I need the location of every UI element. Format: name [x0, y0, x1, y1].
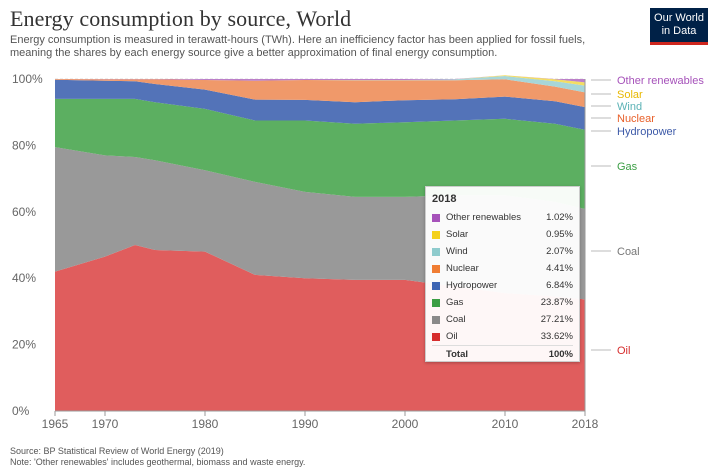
chart-subtitle: Energy consumption is measured in terawa… [10, 34, 586, 59]
tooltip-label: Hydropower [446, 280, 498, 291]
tooltip: 2018 Other renewables 1.02% Solar 0.95% Wind… [425, 186, 580, 362]
y-tick-label: 100% [12, 72, 43, 86]
x-tick-label: 1970 [92, 417, 119, 431]
tooltip-value: 27.21% [540, 314, 573, 325]
legend-label: Other renewables [617, 75, 704, 87]
tooltip-row: Wind 2.07% [432, 243, 573, 260]
legend-label: Hydropower [617, 126, 677, 138]
tooltip-label: Other renewables [446, 212, 521, 223]
area-gas [55, 98, 585, 209]
tooltip-value: 23.87% [540, 297, 573, 308]
tooltip-value: 0.95% [546, 229, 573, 240]
x-tick-label: 2018 [572, 417, 599, 431]
tooltip-label: Solar [446, 229, 469, 240]
logo-line-1: Our World [654, 12, 704, 24]
tooltip-row: Nuclear 4.41% [432, 260, 573, 277]
tooltip-value: 1.02% [546, 212, 573, 223]
legend-label: Nuclear [617, 113, 655, 125]
owid-logo[interactable]: Our World in Data [650, 8, 708, 45]
tooltip-total-spacer [432, 351, 440, 359]
tooltip-label: Nuclear [446, 263, 479, 274]
area-nuclear [55, 79, 585, 108]
y-tick-label: 40% [12, 271, 36, 285]
tooltip-swatch [432, 213, 440, 222]
logo-bar [650, 42, 708, 45]
tooltip-total-value: 100% [548, 349, 573, 360]
y-tick-label: 80% [12, 138, 36, 152]
legend-label: Wind [617, 101, 642, 113]
tooltip-row: Other renewables 1.02% [432, 209, 573, 226]
legend-label: Solar [617, 89, 643, 101]
tooltip-row: Oil 33.62% [432, 328, 573, 345]
x-axis: 1965 1970 1980 1990 2000 2010 2018 [42, 410, 599, 431]
tooltip-label: Gas [446, 297, 464, 308]
tooltip-swatch [432, 264, 440, 273]
tooltip-swatch [432, 298, 440, 307]
y-tick-label: 0% [12, 404, 30, 418]
source-note: Source: BP Statistical Review of World E… [10, 446, 224, 456]
x-tick-label: 1980 [192, 417, 219, 431]
legend: Other renewables SolarWindNuclearHydropow… [591, 75, 704, 357]
tooltip-total-row: Total 100% [432, 345, 573, 363]
tooltip-row: Solar 0.95% [432, 226, 573, 243]
tooltip-row: Gas 23.87% [432, 294, 573, 311]
tooltip-value: 4.41% [546, 263, 573, 274]
tooltip-year: 2018 [432, 193, 457, 205]
tooltip-label: Wind [446, 246, 468, 257]
x-tick-label: 2010 [492, 417, 519, 431]
area-wind [55, 76, 585, 93]
tooltip-value: 2.07% [546, 246, 573, 257]
footer: Source: BP Statistical Review of World E… [10, 446, 305, 468]
y-axis: 0% 20% 40% 60% 80% 100% [12, 72, 43, 418]
tooltip-swatch [432, 332, 440, 341]
tooltip-label: Oil [446, 331, 458, 342]
tooltip-value: 33.62% [540, 331, 573, 342]
y-tick-label: 20% [12, 338, 36, 352]
tooltip-value: 6.84% [546, 280, 573, 291]
tooltip-row: Hydropower 6.84% [432, 277, 573, 294]
tooltip-swatch [432, 247, 440, 256]
y-tick-label: 60% [12, 205, 36, 219]
tooltip-row: Coal 27.21% [432, 311, 573, 328]
footnote: Note: 'Other renewables' includes geothe… [10, 457, 306, 467]
legend-label: Gas [617, 161, 638, 173]
legend-label: Oil [617, 345, 630, 357]
tooltip-swatch [432, 230, 440, 239]
x-tick-label: 1965 [42, 417, 69, 431]
x-tick-label: 2000 [392, 417, 419, 431]
chart-title: Energy consumption by source, World [10, 6, 352, 31]
tooltip-total-label: Total [446, 349, 468, 360]
logo-line-2: in Data [661, 25, 697, 37]
tooltip-label: Coal [446, 314, 466, 325]
x-tick-label: 1990 [292, 417, 319, 431]
tooltip-swatch [432, 315, 440, 324]
legend-label: Coal [617, 246, 640, 258]
tooltip-swatch [432, 281, 440, 290]
tooltip-rows: Other renewables 1.02% Solar 0.95% Wind 2.07%… [432, 209, 573, 363]
area-hydropower [55, 79, 585, 130]
